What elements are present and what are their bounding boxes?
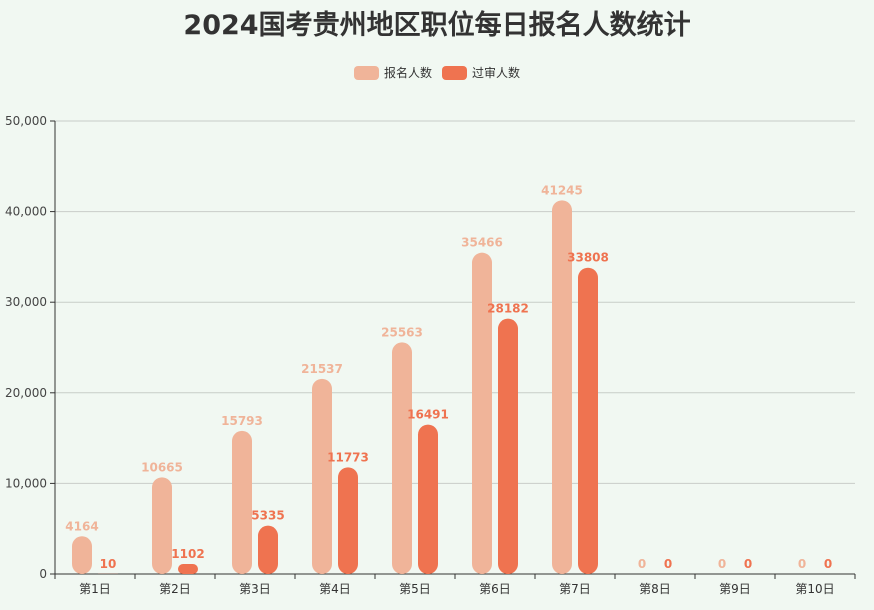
legend-label-registrations: 报名人数: [383, 66, 432, 80]
legend-label-approved: 过审人数: [472, 66, 521, 80]
data-label: 0: [824, 557, 832, 571]
bar-registrations[interactable]: [312, 378, 332, 574]
data-label: 5335: [251, 509, 284, 523]
x-tick-label: 第6日: [479, 582, 511, 596]
data-label: 21537: [301, 362, 343, 376]
bar-registrations[interactable]: [472, 252, 492, 574]
data-label: 25563: [381, 325, 423, 339]
x-tick-label: 第7日: [559, 582, 591, 596]
x-tick-label: 第5日: [399, 582, 431, 596]
y-tick-label: 20,000: [5, 386, 47, 400]
legend-swatch-registrations: [353, 65, 379, 80]
x-tick-label: 第4日: [319, 582, 351, 596]
data-label: 0: [798, 557, 806, 571]
bar-approved[interactable]: [258, 525, 278, 574]
bar-registrations[interactable]: [232, 430, 252, 574]
data-label: 4164: [65, 519, 98, 533]
bar-registrations[interactable]: [552, 200, 572, 574]
bar-approved[interactable]: [338, 467, 358, 574]
data-label: 1102: [171, 547, 204, 561]
bar-registrations[interactable]: [392, 342, 412, 574]
bar-approved[interactable]: [578, 267, 598, 574]
data-label: 0: [718, 557, 726, 571]
data-label: 15793: [221, 414, 263, 428]
data-label: 33808: [567, 251, 609, 265]
legend-swatch-approved: [442, 65, 467, 80]
chart-title: 2024国考贵州地区职位每日报名人数统计: [183, 10, 691, 41]
y-tick-label: 0: [39, 567, 47, 581]
data-label: 16491: [407, 408, 449, 422]
data-label: 11773: [327, 450, 369, 464]
y-tick-label: 30,000: [5, 295, 47, 309]
bar-registrations[interactable]: [72, 536, 92, 574]
data-label: 41245: [541, 183, 583, 197]
legend-item-approved[interactable]: 过审人数: [442, 64, 520, 81]
data-label: 0: [638, 557, 646, 571]
data-label: 0: [744, 557, 752, 571]
x-tick-label: 第10日: [795, 582, 834, 596]
data-label: 28182: [487, 302, 529, 316]
bar-approved[interactable]: [418, 424, 438, 574]
data-label: 10: [100, 557, 117, 571]
x-tick-label: 第1日: [79, 582, 111, 596]
bar-approved[interactable]: [498, 318, 518, 574]
legend: 报名人数 过审人数: [0, 64, 874, 81]
bar-approved[interactable]: [178, 564, 198, 574]
data-label: 0: [664, 557, 672, 571]
x-tick-label: 第3日: [239, 582, 271, 596]
data-label: 35466: [461, 236, 503, 250]
y-tick-label: 10,000: [5, 476, 47, 490]
legend-item-registrations[interactable]: 报名人数: [353, 64, 432, 81]
y-tick-label: 50,000: [5, 114, 47, 128]
y-tick-label: 40,000: [5, 205, 47, 219]
bar-registrations[interactable]: [152, 477, 172, 574]
data-label: 10665: [141, 460, 183, 474]
x-tick-label: 第8日: [639, 582, 671, 596]
x-tick-label: 第2日: [159, 582, 191, 596]
x-tick-label: 第9日: [719, 582, 751, 596]
